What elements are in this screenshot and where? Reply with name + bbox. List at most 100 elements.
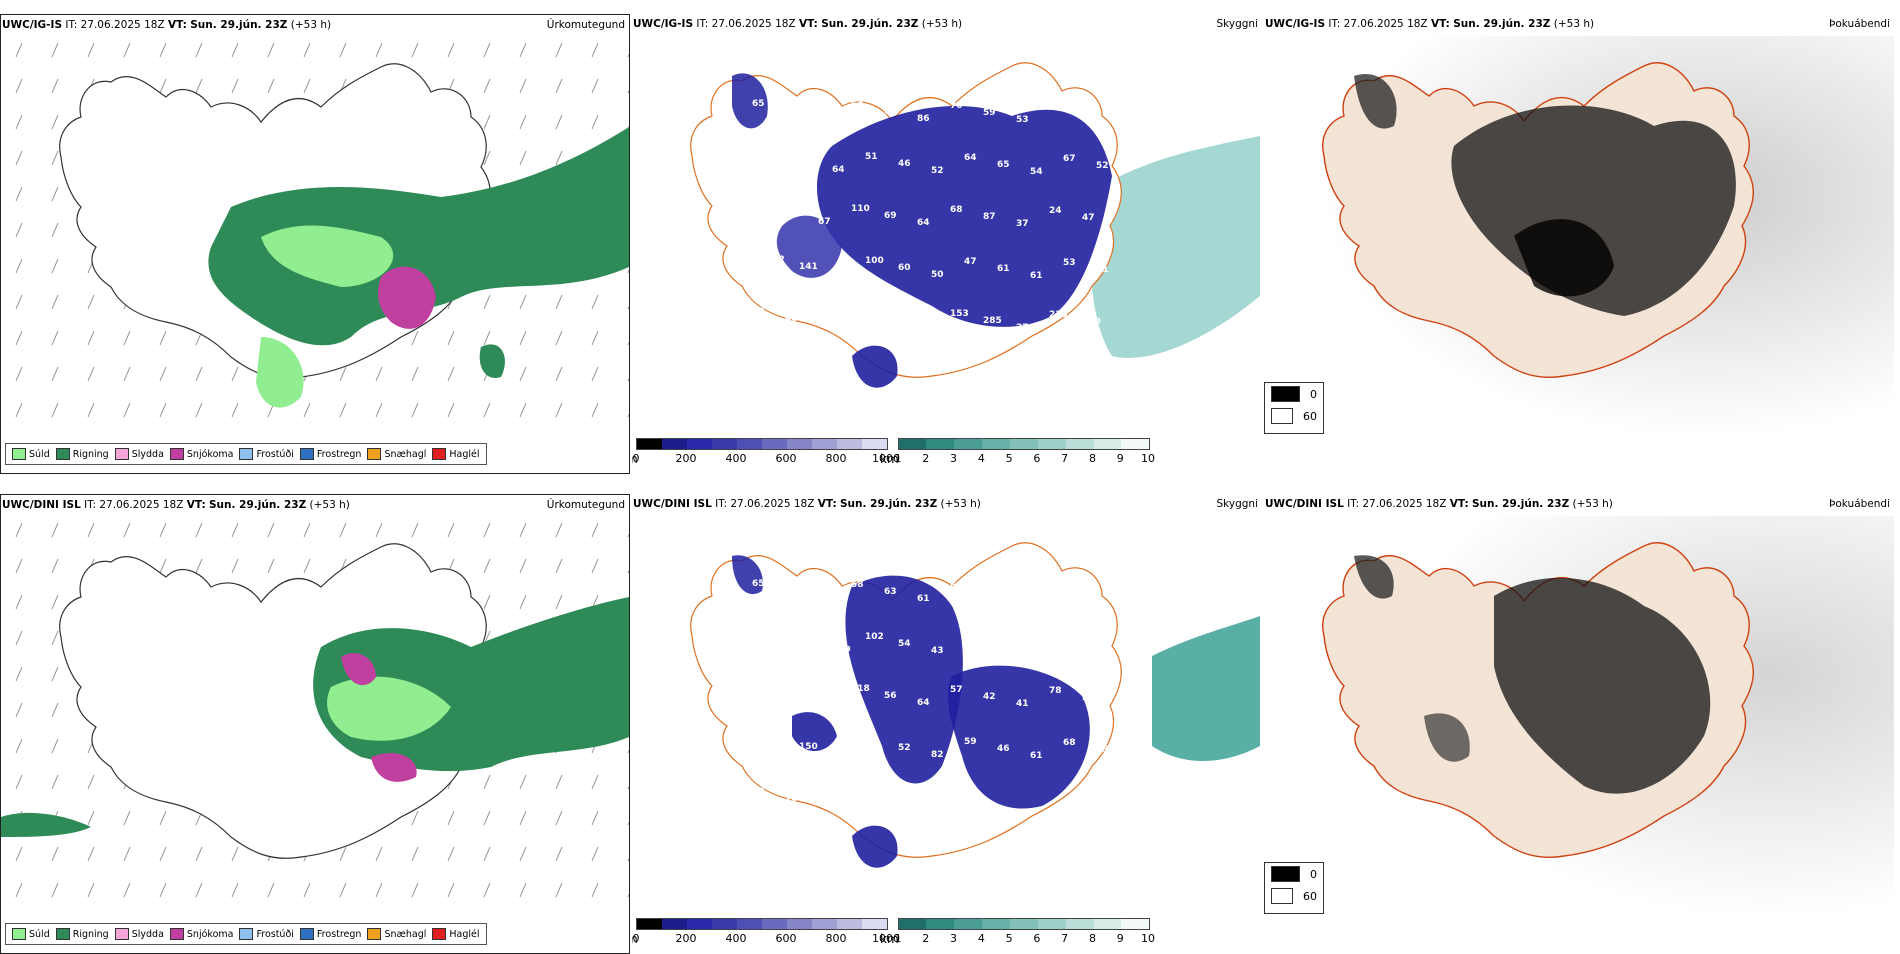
wind-barb <box>555 846 563 862</box>
cloud-base-label: 61 <box>997 264 1010 274</box>
legend-item-sleet: Slydda <box>114 928 164 940</box>
wind-barb <box>51 42 59 58</box>
wind-barb <box>339 522 347 538</box>
panel-title: Þokuábendi <box>1829 18 1890 30</box>
wind-barb <box>87 366 95 382</box>
wind-barb <box>51 522 59 538</box>
cloud-base-label: 55 <box>997 640 1010 650</box>
cloud-base-label: 67 <box>1063 154 1076 164</box>
colorbar-tick: 800 <box>825 452 847 465</box>
cloud-base-label: 153 <box>950 309 969 319</box>
wind-barb <box>555 42 563 58</box>
wind-barb <box>519 522 527 538</box>
legend-item-sleet: Slydda <box>114 448 164 460</box>
cloud-base-label: 64 <box>964 153 977 163</box>
cloud-base-label: 65 <box>997 160 1010 170</box>
panel-header: UWC/DINI ISL IT: 27.06.2025 18Z VT: Sun.… <box>2 499 350 511</box>
wind-barb <box>483 402 491 418</box>
colorbar-tick: 7 <box>1061 452 1069 465</box>
wind-barb <box>195 522 203 538</box>
colorbar-tick: 3 <box>950 452 958 465</box>
wind-barb <box>483 150 491 166</box>
wind-barb <box>87 330 95 346</box>
legend-item-snow: Snjókoma <box>169 928 233 940</box>
cloud-base-label: 78 <box>1049 686 1062 696</box>
cloud-base-label: 79 <box>1096 745 1109 755</box>
wind-barb <box>519 882 527 898</box>
wind-barb <box>51 258 59 274</box>
wind-barb <box>123 366 131 382</box>
precip-legend: Súld Rigning Slydda Snjókoma Frostúði Fr… <box>5 443 487 465</box>
cloud-base-label: 69 <box>818 593 831 603</box>
colorbar-tick: 4 <box>977 452 985 465</box>
wind-barb <box>447 402 455 418</box>
legend-item-freezing-rain: Frostregn <box>299 928 361 940</box>
cloud-base-label: 81 <box>832 749 845 759</box>
wind-barb <box>231 402 239 418</box>
legend-item-snow: Snjókoma <box>169 448 233 460</box>
wind-barb <box>51 882 59 898</box>
wind-barb <box>15 702 23 718</box>
wind-barb <box>483 294 491 310</box>
wind-barb <box>519 78 527 94</box>
cloud-base-label: 40 <box>785 314 798 324</box>
wind-barb <box>555 330 563 346</box>
wind-barb <box>123 330 131 346</box>
wind-barb <box>375 42 383 58</box>
cloud-base-label: 150 <box>799 742 818 752</box>
cloud-base-label: 41 <box>1016 699 1029 709</box>
wind-barb <box>447 846 455 862</box>
wind-barb <box>483 522 491 538</box>
wind-barb <box>375 366 383 382</box>
cloud-base-label: 110 <box>851 204 870 214</box>
wind-barb <box>519 150 527 166</box>
wind-barb <box>15 258 23 274</box>
wind-barb <box>15 78 23 94</box>
cloud-base-label: 42 <box>752 787 765 797</box>
wind-barb <box>87 294 95 310</box>
colorbar-tick: 10 <box>1141 932 1155 945</box>
cloud-base-label: 123 <box>832 269 851 279</box>
legend-item-rain: Rigning <box>55 928 109 940</box>
cloud-base-label: 152 <box>766 255 785 265</box>
wind-barb <box>519 810 527 826</box>
wind-barb <box>627 569 629 574</box>
wind-barb <box>15 42 23 58</box>
cloud-base-label: 141 <box>799 262 818 272</box>
wind-barb <box>555 366 563 382</box>
wind-barb <box>339 42 347 58</box>
wind-barb <box>159 330 167 346</box>
wind-barb <box>15 846 23 862</box>
colorbar-tick: 6 <box>1033 452 1041 465</box>
wind-barb <box>555 114 563 130</box>
legend-item-snow-pellets: Snæhagl <box>367 928 426 940</box>
colorbar-tick: 600 <box>775 452 797 465</box>
cloud-base-label: 63 <box>884 587 897 597</box>
wind-barb <box>555 522 563 538</box>
wind-barb <box>483 78 491 94</box>
wind-barb <box>339 366 347 382</box>
cloud-map: 65 78 78 64 62 86 70 59 53 68 74 49 84 64 51 46 52 64 65 54… <box>690 62 1260 388</box>
cloud-base-label: 69 <box>964 633 977 643</box>
wind-barb <box>123 846 131 862</box>
wind-barb <box>591 78 599 94</box>
wind-barb <box>447 882 455 898</box>
cloud-base-label: 60 <box>898 263 911 273</box>
legend-item-drizzle: Súld <box>12 928 50 940</box>
wind-barb <box>483 882 491 898</box>
wind-barb <box>519 330 527 346</box>
wind-barb <box>51 666 59 682</box>
colorbar-tick: 800 <box>825 932 847 945</box>
wind-barb <box>591 294 599 310</box>
wind-barb <box>411 330 419 346</box>
cloud-base-label: 204 <box>1082 693 1101 703</box>
wind-barb <box>375 846 383 862</box>
cloud-base-label: 100 <box>865 256 884 266</box>
legend-item-freezing-drizzle: Frostúði <box>239 928 294 940</box>
wind-barb <box>51 294 59 310</box>
wind-barb <box>483 594 491 610</box>
cloud-base-label: 82 <box>752 307 765 317</box>
colorbar-tick: 400 <box>725 452 747 465</box>
wind-barb <box>231 558 239 574</box>
cloud-base-label: 42 <box>983 692 996 702</box>
